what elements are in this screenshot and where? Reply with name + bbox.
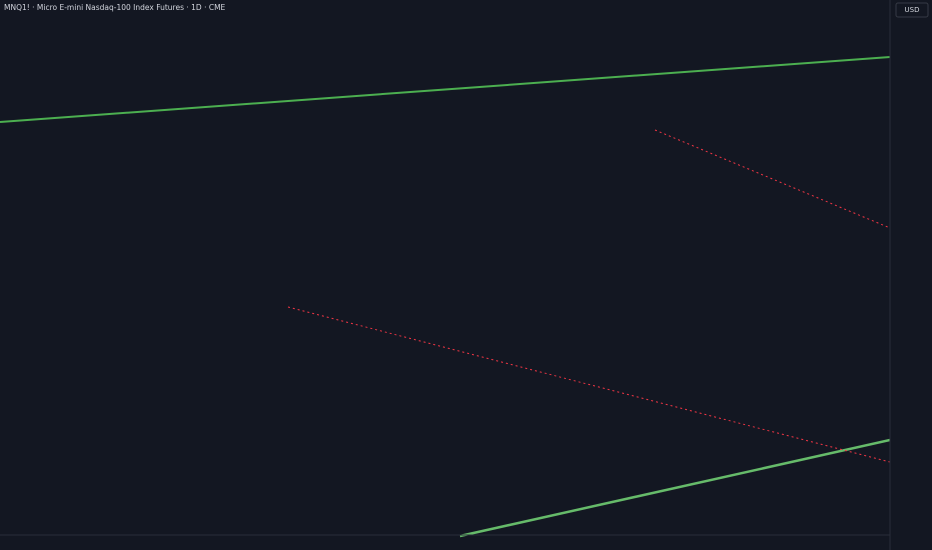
price-axis [890, 0, 932, 550]
dotted-line [287, 306, 891, 463]
trend-line [0, 56, 891, 123]
chart-title: MNQ1! · Micro E-mini Nasdaq-100 Index Fu… [4, 3, 226, 12]
currency[interactable]: USD [905, 6, 920, 14]
currency-button[interactable] [895, 2, 929, 18]
trend-line [459, 438, 891, 538]
